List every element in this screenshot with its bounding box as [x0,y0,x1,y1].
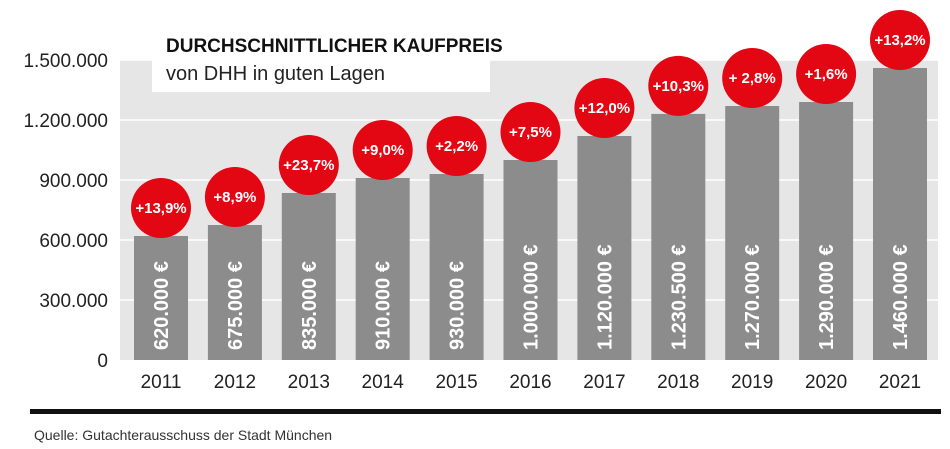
change-label: +10,3% [653,78,704,95]
x-tick-label: 2012 [214,372,256,393]
bar-2015 [429,174,484,360]
bar-2012 [207,225,262,360]
change-badge [648,55,709,116]
change-label: +2,2% [435,138,478,155]
change-label: +7,5% [509,124,552,141]
change-badge [870,10,930,70]
bar-2017 [577,136,632,360]
change-badge [278,135,339,195]
bar-2019 [725,106,780,360]
change-badge [204,167,265,227]
change-badge [722,48,783,108]
y-tick-label: 900.000 [39,171,108,192]
change-label: +13,2% [874,32,925,49]
value-label: 620.000 € [151,261,173,350]
value-label: 1.230.500 € [668,244,690,350]
change-badge [352,120,413,180]
x-tick-label: 2015 [435,372,477,393]
change-label: +9,0% [361,142,404,159]
value-label: 1.460.000 € [890,244,912,350]
y-tick-label: 1.200.000 [23,111,108,132]
x-tick-label: 2011 [141,372,182,393]
footer-rule [30,409,941,414]
change-label: +13,9% [135,200,186,217]
bar-2021 [873,68,927,360]
x-tick-label: 2021 [879,372,921,393]
value-label: 835.000 € [299,261,321,350]
change-badge [796,44,857,104]
bar-2011 [134,236,188,360]
change-badge [131,178,191,238]
chart-title: DURCHSCHNITTLICHER KAUFPREIS [166,36,503,57]
change-badge [500,102,561,162]
change-label: + 2,8% [729,70,776,87]
bars: 620.000 € 675.000 € 835.000 € 910.000 € 930.… [134,68,927,361]
x-tick-label: 2016 [509,372,551,393]
bar-2020 [799,102,854,360]
x-tick-label: 2013 [288,372,330,393]
value-label: 1.120.000 € [594,244,616,350]
change-label: +8,9% [213,189,256,206]
change-label: +1,6% [805,66,848,83]
bar-2014 [355,178,410,360]
y-tick-label: 1.500.000 [23,51,108,72]
chart-subtitle: von DHH in guten Lagen [166,63,385,85]
bar-2016 [503,160,558,360]
change-badges: +13,9% +8,9% +23,7% +9,0% +2,2% +7,5% +12,0% +1… [131,10,930,238]
title-box [152,26,490,92]
change-label: +23,7% [283,157,334,174]
bar-2013 [281,193,336,360]
change-badge [574,78,635,138]
x-tick-label: 2017 [583,372,625,393]
value-label: 675.000 € [225,261,247,350]
x-tick-label: 2020 [805,372,847,393]
value-label: 930.000 € [447,261,469,350]
x-tick-label: 2019 [731,372,773,393]
x-tick-label: 2018 [657,372,699,393]
change-badge [426,116,487,176]
axes: 0 300.000 600.000 900.000 1.200.000 1.500.000… [23,51,938,393]
y-tick-label: 0 [97,351,108,372]
value-label: 1.270.000 € [742,244,764,350]
change-label: +12,0% [579,100,630,117]
source-note: Quelle: Gutachterausschuss der Stadt Mün… [34,427,332,443]
value-label: 1.290.000 € [816,244,838,350]
x-tick-label: 2014 [362,372,405,393]
value-label: 910.000 € [373,261,395,350]
value-label: 1.000.000 € [521,244,543,350]
y-tick-label: 300.000 [39,291,108,312]
bar-2018 [651,113,706,361]
y-tick-label: 600.000 [39,231,108,252]
